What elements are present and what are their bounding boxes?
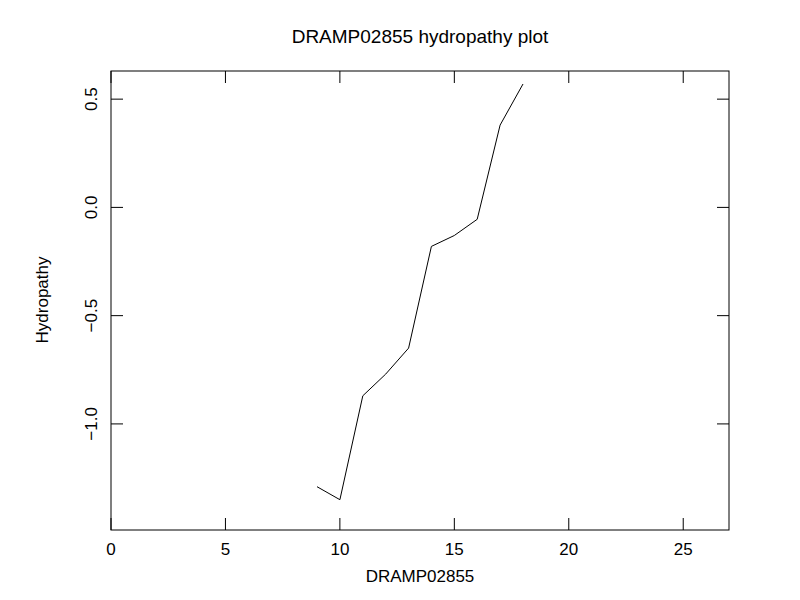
x-tick: [568, 518, 569, 530]
y-label: Hydropathy: [33, 256, 52, 343]
plot-area: [317, 84, 523, 500]
x-tick-label: 5: [221, 540, 230, 559]
x-tick-label: 10: [330, 540, 349, 559]
x-tick: [111, 518, 112, 530]
y-tick: [111, 423, 123, 424]
x-label: DRAMP02855: [366, 567, 475, 586]
chart: DRAMP02855 hydropathy plot DRAMP02855 Hydr…: [0, 0, 800, 600]
y-tick-label: −1.0: [82, 407, 101, 441]
x-tick: [683, 518, 684, 530]
y-tick-label: 0.0: [82, 196, 101, 220]
y-tick-label: 0.5: [82, 87, 101, 111]
hydropathy-line: [317, 84, 523, 500]
y-tick-right: [717, 99, 729, 100]
x-tick: [225, 518, 226, 530]
y-tick: [111, 99, 123, 100]
x-tick-top: [683, 71, 684, 83]
x-tick: [339, 518, 340, 530]
plot-frame: [111, 71, 729, 530]
x-tick-label: 25: [674, 540, 693, 559]
title: DRAMP02855 hydropathy plot: [292, 26, 549, 47]
x-tick-top: [568, 71, 569, 83]
y-tick-right: [717, 423, 729, 424]
y-tick-right: [717, 207, 729, 208]
y-tick-label: −0.5: [82, 299, 101, 333]
y-tick: [111, 315, 123, 316]
x-tick-top: [339, 71, 340, 83]
x-tick: [454, 518, 455, 530]
y-tick-right: [717, 315, 729, 316]
x-tick-top: [225, 71, 226, 83]
y-tick: [111, 207, 123, 208]
x-tick-top: [111, 71, 112, 83]
x-tick-top: [454, 71, 455, 83]
x-tick-label: 15: [445, 540, 464, 559]
x-tick-label: 20: [559, 540, 578, 559]
x-tick-label: 0: [106, 540, 115, 559]
